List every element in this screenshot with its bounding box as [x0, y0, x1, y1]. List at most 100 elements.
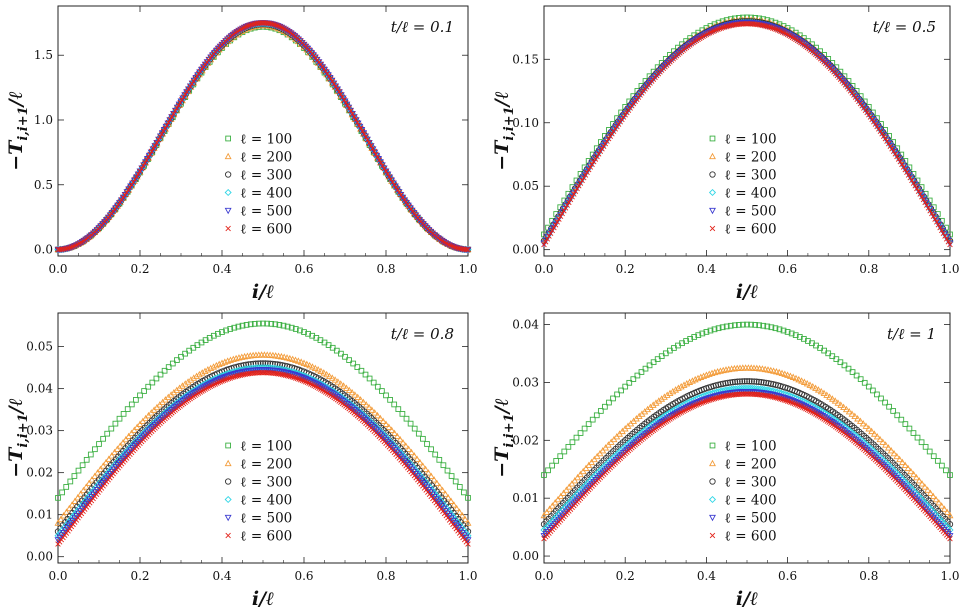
- data-point: [784, 31, 791, 38]
- data-point: [342, 353, 348, 360]
- data-point: [88, 476, 96, 483]
- data-point: [870, 430, 878, 437]
- data-point: [292, 356, 299, 363]
- data-point: [57, 515, 65, 523]
- y-axis-label-subscript: i,i+1: [16, 106, 31, 140]
- series-100: [541, 321, 953, 478]
- data-point: [727, 379, 734, 386]
- data-point: [339, 94, 346, 100]
- data-point: [899, 161, 905, 168]
- data-point: [580, 483, 588, 491]
- data-point: [938, 227, 945, 234]
- data-point: [65, 245, 71, 251]
- data-point: [619, 116, 625, 123]
- data-point: [381, 165, 388, 172]
- data-point: [551, 224, 557, 231]
- y-tick-label: 0.01: [512, 491, 539, 505]
- data-point: [894, 153, 900, 160]
- data-point: [910, 180, 917, 186]
- data-point: [717, 381, 724, 388]
- data-point: [116, 442, 124, 449]
- data-point: [779, 29, 786, 35]
- data-point: [268, 320, 275, 327]
- data-point: [343, 99, 349, 106]
- data-point: [272, 321, 279, 328]
- data-point: [347, 107, 355, 115]
- data-point: [837, 359, 844, 366]
- data-point: [453, 244, 460, 251]
- data-point: [234, 373, 240, 379]
- series-group: [540, 14, 954, 248]
- data-point: [391, 401, 398, 408]
- y-axis-label-subscript: i,i+1: [502, 106, 517, 140]
- y-axis-label-tail: /ℓ: [5, 91, 27, 108]
- data-point: [366, 375, 373, 382]
- data-point: [666, 389, 674, 397]
- data-point: [820, 389, 828, 397]
- panel-t-0-8: 0.0 0.2 0.4 0.6 0.8 1.0 0.00 0.01 0.02 0.03 0.04 0.…: [0, 305, 480, 609]
- data-point: [774, 395, 781, 401]
- x-tick-label: 0.8: [859, 569, 878, 583]
- data-point: [892, 151, 899, 157]
- data-point: [436, 456, 443, 463]
- data-point: [585, 461, 593, 469]
- data-point: [902, 166, 908, 173]
- legend-marker: [225, 442, 232, 449]
- data-point: [910, 470, 918, 478]
- data-point: [713, 395, 720, 401]
- data-point: [63, 245, 70, 252]
- data-point: [400, 194, 406, 201]
- data-point: [593, 412, 600, 419]
- data-point: [563, 501, 571, 509]
- data-point: [672, 386, 680, 393]
- data-point: [584, 169, 590, 176]
- y-axis-label-main: −T: [491, 139, 513, 171]
- data-point: [929, 210, 935, 217]
- data-point: [120, 411, 127, 417]
- data-point: [877, 128, 884, 135]
- data-point: [299, 377, 306, 384]
- data-point: [363, 136, 371, 144]
- data-point: [54, 519, 62, 526]
- data-point: [171, 107, 179, 115]
- data-point: [184, 88, 190, 95]
- legend-marker: [708, 188, 717, 197]
- data-point: [874, 123, 880, 130]
- data-point: [865, 383, 872, 390]
- data-point: [384, 439, 392, 446]
- data-point: [256, 320, 262, 327]
- data-point: [448, 473, 455, 479]
- data-point: [337, 380, 345, 387]
- data-point: [464, 519, 472, 526]
- data-point: [331, 376, 339, 383]
- data-point: [736, 378, 743, 385]
- data-point: [348, 388, 356, 396]
- data-point: [415, 430, 422, 437]
- data-point: [568, 193, 576, 201]
- data-point: [309, 382, 316, 388]
- data-point: [271, 21, 277, 28]
- data-point: [338, 350, 344, 357]
- legend-marker: [224, 495, 232, 504]
- data-point: [915, 188, 922, 195]
- data-point: [796, 402, 802, 409]
- data-point: [348, 108, 354, 114]
- data-point: [403, 199, 409, 205]
- legend-marker: [224, 188, 232, 197]
- data-point: [212, 361, 220, 369]
- data-point: [284, 323, 291, 330]
- data-point: [321, 66, 327, 72]
- data-point: [793, 401, 799, 407]
- data-point: [776, 326, 783, 333]
- data-point: [133, 173, 140, 180]
- y-axis-label: −Ti,i+1/ℓ: [491, 398, 517, 477]
- data-point: [569, 194, 575, 200]
- data-point: [831, 397, 839, 404]
- data-point: [444, 467, 451, 474]
- data-point: [55, 495, 61, 501]
- data-point: [116, 415, 123, 422]
- data-point: [167, 116, 173, 123]
- data-point: [711, 326, 718, 333]
- data-point: [403, 415, 410, 422]
